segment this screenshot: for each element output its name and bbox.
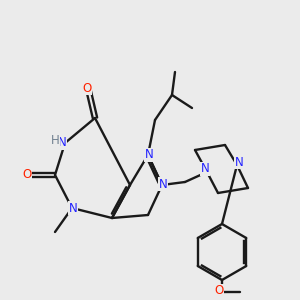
Text: N: N xyxy=(159,178,167,190)
Text: O: O xyxy=(22,169,32,182)
Text: N: N xyxy=(235,155,243,169)
Text: O: O xyxy=(214,284,224,298)
Text: N: N xyxy=(201,163,209,176)
Text: N: N xyxy=(69,202,77,214)
Text: H: H xyxy=(51,134,59,146)
Text: O: O xyxy=(82,82,91,94)
Text: N: N xyxy=(145,148,153,161)
Text: N: N xyxy=(58,136,66,149)
